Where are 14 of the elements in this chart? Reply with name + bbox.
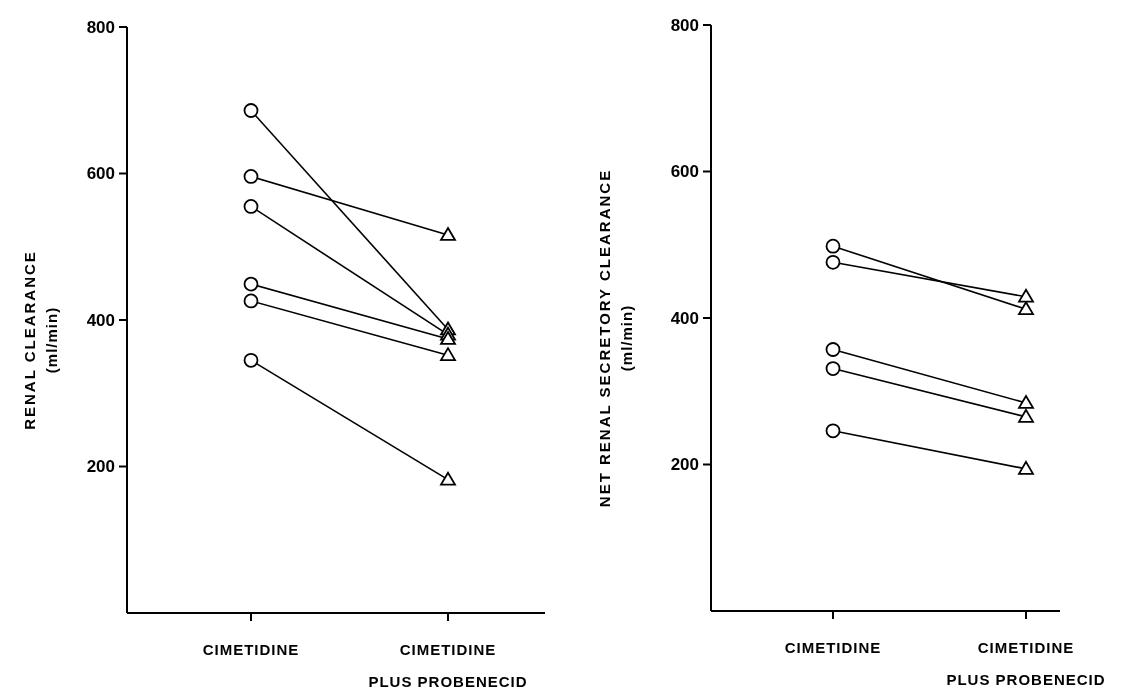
y-tick-label: 800 [86,17,115,37]
y-tick-label: 200 [86,457,115,477]
y-tick-label: 800 [670,15,699,35]
y-axis-title: RENAL CLEARANCE (ml/min) [21,250,60,430]
y-tick-label: 600 [670,162,699,182]
x-tick-label: CIMETIDINE PLUS PROBENECID [368,641,528,690]
y-axis-title: NET RENAL SECRETORY CLEARANCE (ml/min) [596,168,635,508]
y-tick-label: 200 [670,455,699,475]
x-tick-label: CIMETIDINE PLUS PROBENECID [946,639,1106,688]
y-tick-label: 400 [670,308,699,328]
x-tick-label: CIMETIDINE [202,641,300,658]
y-tick-label: 600 [86,164,115,184]
y-tick-label: 400 [86,310,115,330]
x-tick-label: CIMETIDINE [784,639,882,656]
